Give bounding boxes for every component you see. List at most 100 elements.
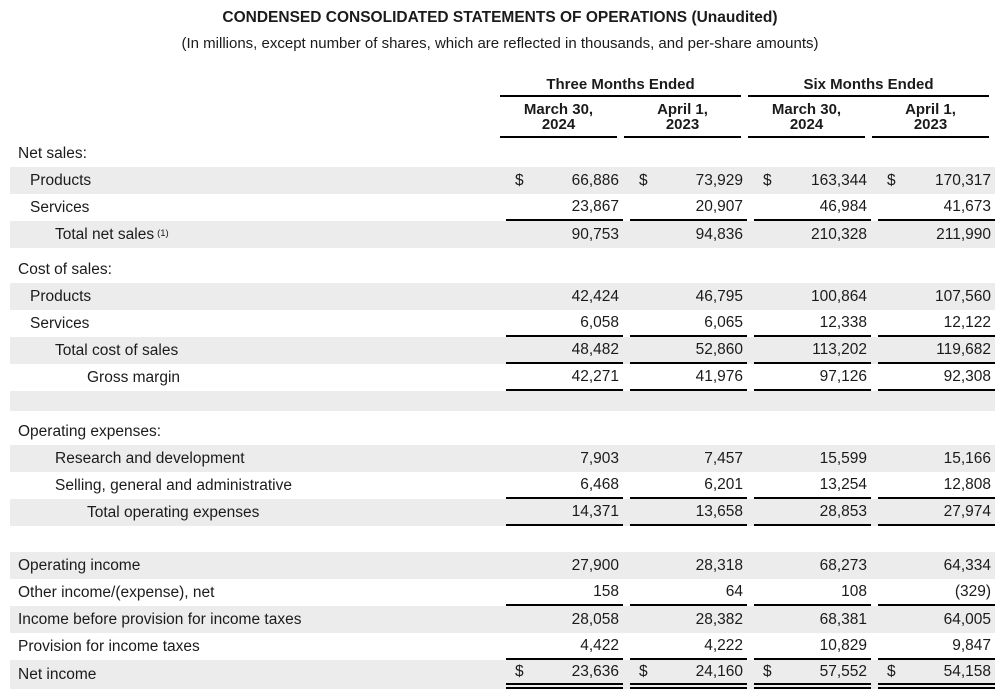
- row-net-income: Net income $23,636 $24,160 $57,552 $54,158: [10, 660, 995, 689]
- value-cell: 158: [506, 579, 623, 606]
- row-label: Net sales:: [10, 140, 995, 167]
- value: 163,344: [810, 171, 867, 189]
- currency-symbol: $: [639, 171, 648, 189]
- value: 4,422: [580, 636, 619, 654]
- value-cell: 23,867: [506, 194, 623, 221]
- value: 13,254: [819, 475, 867, 493]
- value: 14,371: [571, 502, 619, 520]
- value: 108: [841, 582, 867, 600]
- value-cell: $73,929: [630, 167, 747, 194]
- col-header-april-1-2023: April 1, 2023: [872, 97, 989, 138]
- col-header-march-30-2024: March 30, 2024: [748, 97, 865, 138]
- value-cell: 64,334: [878, 552, 995, 579]
- value: 41,673: [943, 197, 991, 215]
- value: 68,381: [819, 610, 867, 628]
- row-label-text: Income before provision for income taxes: [18, 610, 302, 628]
- value-cell: 13,658: [630, 499, 747, 526]
- col-group-six-months-ended: Six Months Ended: [748, 76, 989, 97]
- row-net-sales: Net sales:: [10, 140, 995, 167]
- value: 4,222: [704, 636, 743, 654]
- value: 113,202: [812, 340, 867, 358]
- value-cell: $24,160: [630, 660, 747, 689]
- row-income-before-provision-for-income-taxes: Income before provision for income taxes…: [10, 606, 995, 633]
- row-provision-for-income-taxes: Provision for income taxes 4,422 4,222 10,8…: [10, 633, 995, 660]
- value: 100,864: [810, 287, 867, 305]
- value-cell: 100,864: [754, 283, 871, 310]
- value-cell: 211,990: [878, 221, 995, 248]
- value-cell: 6,201: [630, 472, 747, 499]
- value-cell: 10,829: [754, 633, 871, 660]
- row-label: Gross margin: [10, 364, 499, 391]
- row-label-text: Services: [30, 314, 90, 332]
- col-header-line: 2023: [913, 116, 948, 133]
- row-operating-expenses: Operating expenses:: [10, 418, 995, 445]
- row-label-text: Total net sales: [55, 225, 155, 243]
- row-label-text: Operating expenses:: [18, 422, 162, 440]
- row-label: Other income/(expense), net: [10, 579, 499, 606]
- currency-symbol: $: [639, 662, 648, 680]
- value: 28,058: [571, 610, 619, 628]
- col-header-line: 2024: [541, 116, 576, 133]
- value: 46,795: [695, 287, 743, 305]
- value: 6,065: [704, 313, 743, 331]
- value-cell: 97,126: [754, 364, 871, 391]
- value-cell: 113,202: [754, 337, 871, 364]
- row-research-and-development: Research and development 7,903 7,457 15,599…: [10, 445, 995, 472]
- operations-table: Three Months Ended Six Months Ended March…: [10, 76, 995, 689]
- value: 6,201: [704, 475, 743, 493]
- row-label: Cost of sales:: [10, 256, 995, 283]
- value: 24,160: [695, 662, 743, 680]
- value-cell: 27,900: [506, 552, 623, 579]
- value-cell: 20,907: [630, 194, 747, 221]
- value-cell: 7,457: [630, 445, 747, 472]
- value: 90,753: [571, 225, 619, 243]
- value-cell: 46,984: [754, 194, 871, 221]
- value: 27,974: [943, 502, 991, 520]
- row-label: Total cost of sales: [10, 337, 499, 364]
- col-group-three-months-ended: Three Months Ended: [500, 76, 741, 97]
- period-group-row: Three Months Ended Six Months Ended: [10, 76, 995, 97]
- value: 48,482: [571, 340, 619, 358]
- value: 28,318: [695, 556, 743, 574]
- col-header-line: April 1,: [905, 101, 956, 118]
- value-cell: $23,636: [506, 660, 623, 689]
- value: 23,867: [571, 197, 619, 215]
- row-label: Operating expenses:: [10, 418, 995, 445]
- row-label: Net income: [10, 660, 499, 689]
- row-label-text: Total operating expenses: [87, 503, 260, 521]
- spacer-row: [10, 391, 995, 411]
- value: 13,658: [695, 502, 743, 520]
- value: 211,990: [936, 225, 991, 243]
- col-header-april-1-2023: April 1, 2023: [624, 97, 741, 138]
- row-other-income-expense-net: Other income/(expense), net 158 64 108 (329): [10, 579, 995, 606]
- value-cell: 52,860: [630, 337, 747, 364]
- value-cell: 6,058: [506, 310, 623, 337]
- value: 64,005: [943, 610, 991, 628]
- value-cell: 4,422: [506, 633, 623, 660]
- value-cell: 68,273: [754, 552, 871, 579]
- currency-symbol: $: [763, 662, 772, 680]
- currency-symbol: $: [887, 171, 896, 189]
- row-label-text: Gross margin: [87, 368, 181, 386]
- value-cell: 92,308: [878, 364, 995, 391]
- value-cell: $66,886: [506, 167, 623, 194]
- value-cell: 12,122: [878, 310, 995, 337]
- row-total-net-sales: Total net sales (1) 90,753 94,836 210,328 211…: [10, 221, 995, 248]
- row-gross-margin: Gross margin 42,271 41,976 97,126 92,308: [10, 364, 995, 391]
- value-cell: 28,318: [630, 552, 747, 579]
- value: (329): [954, 582, 991, 600]
- statement-subtitle: (In millions, except number of shares, w…: [181, 35, 819, 52]
- value: 54,158: [943, 662, 991, 680]
- col-header-line: 2024: [789, 116, 824, 133]
- value-cell: 68,381: [754, 606, 871, 633]
- row-services: Services 6,058 6,065 12,338 12,122: [10, 310, 995, 337]
- value: 12,338: [819, 313, 867, 331]
- value: 10,829: [819, 636, 867, 654]
- value-cell: $54,158: [878, 660, 995, 689]
- value: 9,847: [952, 636, 991, 654]
- value-cell: 15,599: [754, 445, 871, 472]
- value-cell: 90,753: [506, 221, 623, 248]
- statement-title: CONDENSED CONSOLIDATED STATEMENTS OF OPE…: [222, 9, 778, 26]
- currency-symbol: $: [515, 171, 524, 189]
